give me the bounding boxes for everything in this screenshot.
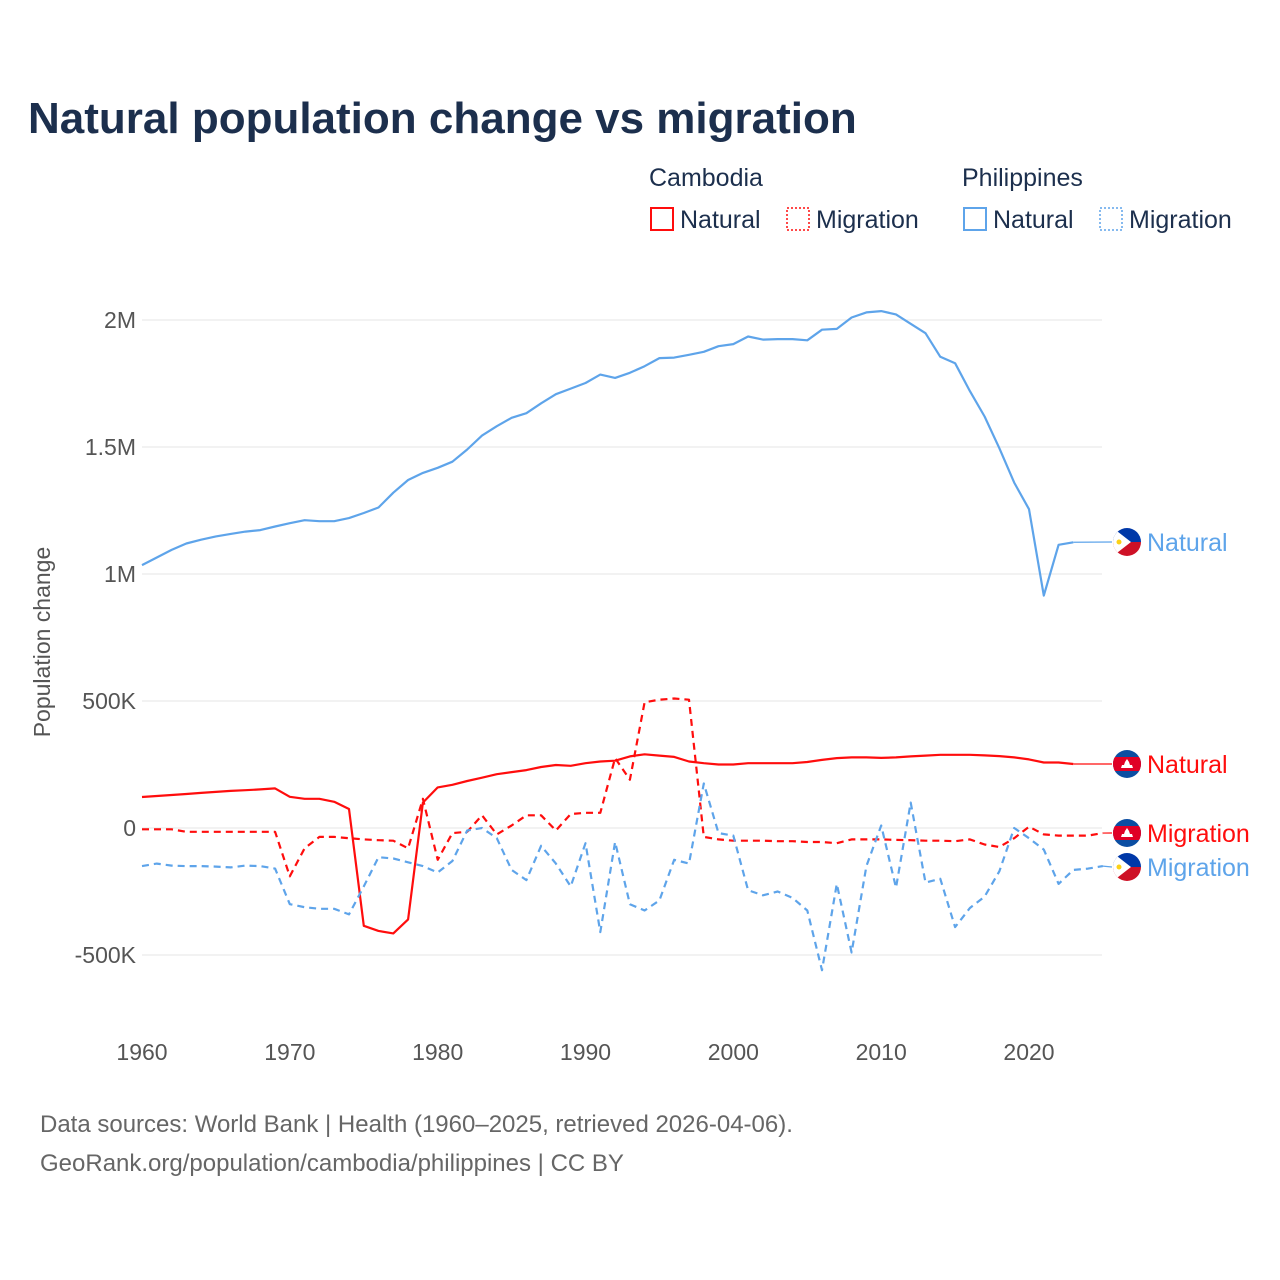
y-tick-label: 2M (104, 307, 136, 333)
end-label-philippines-migration: Migration (1147, 854, 1250, 882)
footer-link[interactable]: GeoRank.org/population/cambodia/philippi… (40, 1150, 624, 1177)
footer-sources: Data sources: World Bank | Health (1960–… (40, 1111, 793, 1138)
x-tick-label: 2010 (856, 1039, 907, 1065)
legend: Cambodia Natural Migration Philippines N… (649, 164, 1232, 234)
philippines-flag-icon (1113, 853, 1141, 881)
series-line-cambodia-migration[interactable] (142, 697, 1104, 878)
chart-title: Natural population change vs migration (28, 94, 857, 143)
legend-label-cambodia-migration[interactable]: Migration (816, 206, 919, 234)
x-tick-label: 2000 (708, 1039, 759, 1065)
legend-swatch-cambodia-migration (786, 207, 810, 231)
legend-label-philippines-migration[interactable]: Migration (1129, 206, 1232, 234)
legend-swatch-philippines-natural (963, 207, 987, 231)
philippines-flag-icon (1113, 528, 1141, 556)
x-tick-label: 1970 (264, 1039, 315, 1065)
x-tick-label: 1960 (116, 1039, 167, 1065)
end-label-philippines-natural: Natural (1147, 529, 1228, 557)
series-line-cambodia-natural[interactable] (141, 753, 1074, 935)
legend-group-cambodia: Cambodia (649, 164, 763, 192)
y-axis-label: Population change (29, 547, 55, 738)
legend-swatch-philippines-migration (1099, 207, 1123, 231)
legend-label-philippines-natural[interactable]: Natural (993, 206, 1074, 234)
cambodia-flag-icon (1113, 819, 1141, 847)
series-line-philippines-migration[interactable] (141, 782, 1104, 972)
y-tick-label: 500K (82, 688, 136, 714)
x-tick-label: 1980 (412, 1039, 463, 1065)
series-line-philippines-natural[interactable] (141, 310, 1074, 597)
x-tick-label: 1990 (560, 1039, 611, 1065)
end-label-cambodia-natural: Natural (1147, 751, 1228, 779)
y-tick-label: 0 (123, 815, 136, 841)
y-tick-label: 1M (104, 561, 136, 587)
y-tick-label: 1.5M (85, 434, 136, 460)
legend-group-philippines: Philippines (962, 164, 1083, 192)
legend-label-cambodia-natural[interactable]: Natural (680, 206, 761, 234)
end-connector (1102, 865, 1113, 868)
end-label-cambodia-migration: Migration (1147, 820, 1250, 848)
cambodia-flag-icon (1113, 750, 1141, 778)
y-tick-label: -500K (75, 942, 137, 968)
x-tick-label: 2020 (1003, 1039, 1054, 1065)
legend-swatch-cambodia-natural (650, 207, 674, 231)
